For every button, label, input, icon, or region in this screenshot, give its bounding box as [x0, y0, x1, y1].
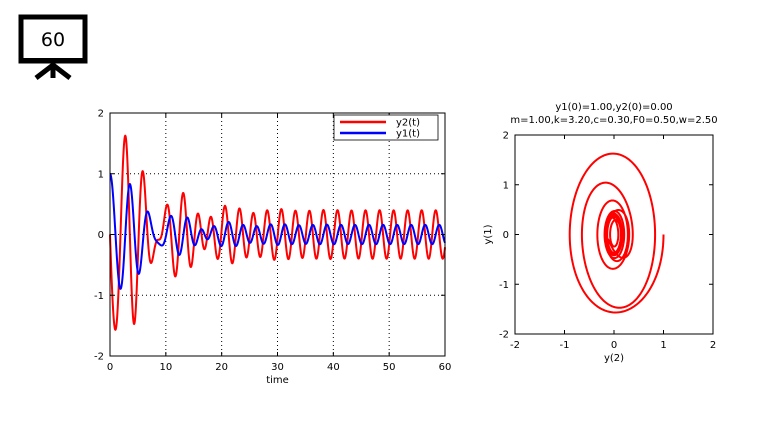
series-line-y1t [109, 172, 446, 290]
plot-subtitle: m=1.00,k=3.20,c=0.30,F0=0.50,w=2.50 [510, 115, 717, 126]
legend: y2(t) y1(t) [333, 114, 439, 141]
phase-portrait-plot: y1(0)=1.00,y2(0)=0.00 m=1.00,k=3.20,c=0.… [483, 102, 718, 364]
plot-frame [514, 134, 714, 335]
ticks: 0 10 20 30 40 50 60 -2 -1 0 1 2 [94, 109, 451, 374]
y-tick-label: 2 [98, 109, 104, 120]
y-tick-label: -2 [94, 352, 104, 363]
presentation-board-icon: 60 [18, 14, 88, 80]
x-axis-label: y(2) [604, 353, 624, 364]
legend-box [333, 114, 439, 141]
series-lines [568, 152, 665, 314]
legend-label-y2: y2(t) [396, 118, 420, 129]
y-tick-label: 2 [503, 131, 509, 142]
phase-trajectory-line [568, 152, 665, 314]
x-tick-label: 40 [327, 362, 340, 373]
slide-number: 60 [41, 29, 65, 51]
plot-title: y1(0)=1.00,y2(0)=0.00 [555, 102, 672, 113]
x-tick-label: 50 [383, 362, 396, 373]
y-tick-label: -2 [499, 330, 509, 341]
x-tick-label: 0 [611, 340, 617, 351]
y-tick-label: -1 [94, 291, 104, 302]
x-tick-label: 2 [710, 340, 716, 351]
series-lines [109, 134, 446, 331]
x-tick-label: 0 [107, 362, 113, 373]
y-tick-label: 0 [503, 230, 509, 241]
y-tick-label: -1 [499, 280, 509, 291]
x-tick-label: 30 [271, 362, 284, 373]
x-tick-label: 1 [660, 340, 666, 351]
legend-label-y1: y1(t) [396, 129, 420, 140]
x-tick-label: 60 [439, 362, 452, 373]
ticks: -2 -1 0 1 2 -2 -1 0 1 2 [499, 131, 716, 352]
x-axis-label: time [266, 375, 289, 386]
x-tick-label: -2 [510, 340, 520, 351]
x-tick-label: 20 [215, 362, 228, 373]
y-axis-label: y(1) [483, 224, 494, 244]
x-tick-label: -1 [560, 340, 570, 351]
grid [110, 113, 445, 356]
y-tick-label: 1 [503, 180, 509, 191]
y-tick-label: 0 [98, 230, 104, 241]
time-series-plot: 0 10 20 30 40 50 60 -2 -1 0 1 2 time y2(t) y1(t) [94, 109, 451, 387]
y-tick-label: 1 [98, 169, 104, 180]
x-tick-label: 10 [159, 362, 172, 373]
